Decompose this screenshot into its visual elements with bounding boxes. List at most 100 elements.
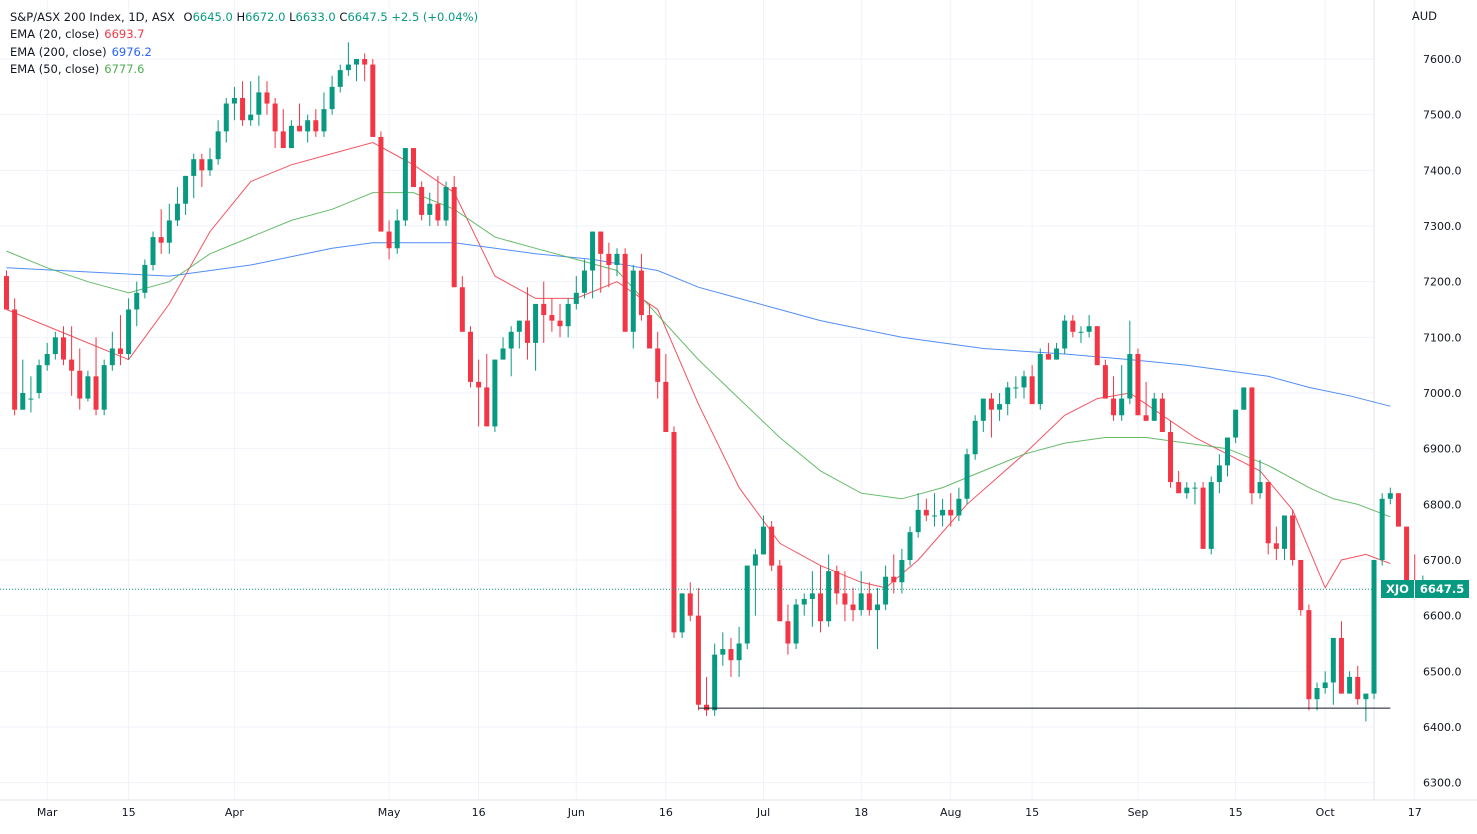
candle-down [467,326,473,388]
candle-down [777,560,783,622]
candle-up [712,643,718,716]
candle-body [354,59,360,65]
candle-up [915,493,921,538]
candle-body [899,560,905,583]
indicator-ema20-row[interactable]: EMA (20, close) 6693.7 [10,26,478,43]
candle-body [1045,354,1051,360]
candle-up [533,303,539,371]
candle-down [1029,365,1035,405]
candle-down [199,153,205,188]
candle-body [248,114,254,121]
candle-body [858,593,864,611]
candle-up [907,526,913,566]
candle-down [378,131,384,232]
candle-up [508,326,514,377]
candle-up [101,359,107,416]
time-tick-label: 16 [659,806,673,819]
indicator-ema20-value: 6693.7 [104,27,145,42]
candle-body [1241,387,1247,410]
time-tick-label: 18 [854,806,868,819]
price-axis[interactable]: 7600.0 7500.0 7400.0 7300.0 7200.0 7100.0 7000… [1423,53,1462,790]
grid-lines [0,0,1416,800]
candle-body [647,315,653,349]
candle-down [1176,470,1182,494]
candle-down [411,148,416,188]
candle-body [842,593,848,605]
ema200-line [6,242,1391,407]
candle-up [874,587,880,650]
candle-body [4,276,9,310]
candle-body [126,309,132,355]
candle-body [1159,398,1165,432]
candle-up [1184,482,1190,499]
candle-body [883,576,889,605]
candle-body [1070,320,1076,332]
candle-body [1208,482,1214,549]
candle-body [1013,387,1019,389]
candle-down [704,676,710,716]
candle-up [1037,348,1043,410]
candle-body [590,231,596,271]
ema-lines [6,141,1391,589]
candle-down [1273,526,1279,560]
candle-body [467,331,473,382]
candle-up [231,86,237,121]
candle-body [533,303,539,343]
symbol-title[interactable]: S&P/ASX 200 Index, 1D, ASX [10,10,175,24]
candle-body [36,365,42,393]
candle-body [231,97,237,104]
candle-up [1208,476,1214,555]
indicator-ema50-row[interactable]: EMA (50, close) 6777.6 [10,61,478,78]
candle-down [647,303,653,349]
candle-body [1306,610,1312,700]
candle-up [997,393,1003,421]
candle-down [557,303,563,338]
candle-body [1029,376,1035,405]
candle-body [1151,398,1157,421]
candle-up [744,565,750,650]
candle-up [223,97,229,143]
candle-down [272,97,278,149]
candle-body [411,148,416,188]
candle-body [997,404,1003,410]
candle-body [801,598,807,605]
candle-body [378,136,384,232]
candle-up [109,331,115,371]
candle-up [931,493,937,527]
candle-body [663,381,669,432]
candle-down [484,354,490,427]
symbol-info-row[interactable]: S&P/ASX 200 Index, 1D, ASX O6645.0 H6672… [10,9,478,26]
candle-body [12,309,18,410]
price-tick-label: 7000.0 [1423,387,1462,400]
candle-up [809,571,815,627]
price-tick-label: 6500.0 [1423,665,1462,678]
candle-down [923,498,929,522]
currency-label[interactable]: AUD [1411,9,1437,23]
time-axis[interactable]: Mar 15 Apr 16 May Jun 16 Jul 18 Aug 15 Sep 15 Oct 17 [37,806,1422,819]
candle-down [1045,342,1051,360]
candle-up [956,487,962,522]
candle-body [1054,348,1060,360]
candle-up [1379,493,1385,566]
candle-body [728,649,734,661]
candle-body [988,398,994,410]
candle-body [199,159,205,171]
candle-body [1127,354,1133,399]
candle-down [606,242,612,288]
candle-body [516,320,522,332]
candle-body [1111,398,1117,416]
candle-down [638,253,644,321]
candle-body [581,270,587,293]
candle-down [69,326,75,396]
indicator-ema200-label: EMA (200, close) [10,44,107,59]
candle-down [1111,376,1117,421]
candle-body [956,498,962,516]
candle-up [801,593,807,616]
candle-body [93,376,99,410]
candle-body [1021,376,1027,388]
indicator-ema200-row[interactable]: EMA (200, close) 6976.2 [10,44,478,61]
indicator-ema50-value: 6777.6 [104,62,145,77]
candle-body [402,148,408,221]
candle-up [980,398,986,432]
